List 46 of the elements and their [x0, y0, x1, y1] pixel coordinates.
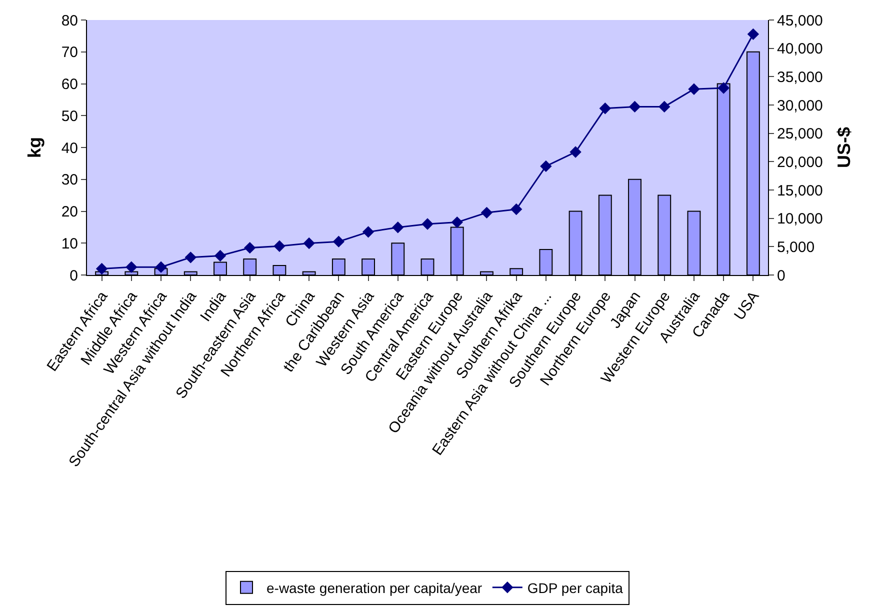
y-tick-label: 70	[61, 44, 78, 62]
point	[303, 237, 315, 250]
point	[570, 146, 582, 158]
y-tick-label: 40	[61, 140, 78, 157]
y2-tick-label: 20,000	[777, 154, 823, 171]
point	[718, 82, 730, 94]
y-tick-label: 10	[61, 235, 78, 252]
legend-label: e-waste generation per capita/year	[266, 580, 482, 596]
point	[658, 100, 670, 113]
y-tick-label: 20	[61, 204, 78, 220]
y-tick-label: 0	[70, 267, 78, 284]
point	[510, 203, 522, 216]
point	[155, 261, 167, 273]
legend-label: GDP per capita	[527, 580, 624, 596]
point	[599, 102, 611, 114]
point	[451, 216, 463, 228]
point	[244, 242, 256, 254]
y-axis-title: kg	[24, 136, 45, 158]
point	[96, 262, 108, 275]
y2-tick-label: 0	[777, 267, 786, 284]
y-tick-label: 30	[61, 172, 78, 189]
y2-tick-label: 45,000	[777, 12, 823, 30]
y2-tick-label: 5,000	[777, 238, 815, 256]
point	[540, 160, 552, 172]
point	[747, 28, 760, 40]
y2-tick-label: 25,000	[777, 126, 823, 143]
point	[214, 250, 226, 262]
y-tick-label: 60	[61, 76, 78, 93]
point	[688, 83, 700, 95]
y2-tick-label: 40,000	[777, 40, 823, 58]
y-tick-label: 80	[61, 12, 78, 30]
point	[274, 240, 286, 252]
y2-tick-label: 30,000	[777, 97, 823, 114]
y2-tick-label: 10,000	[777, 210, 823, 228]
y2-tick-label: 35,000	[777, 68, 823, 86]
point	[628, 100, 641, 113]
y2-tick-label: 15,000	[777, 182, 823, 200]
point	[480, 206, 493, 219]
point	[184, 252, 196, 264]
point	[392, 222, 404, 234]
point	[126, 261, 138, 273]
point	[362, 226, 374, 238]
point	[332, 236, 345, 248]
y-tick-label: 50	[61, 108, 78, 125]
point	[422, 218, 434, 230]
y2-axis-title: US-$	[834, 126, 854, 168]
